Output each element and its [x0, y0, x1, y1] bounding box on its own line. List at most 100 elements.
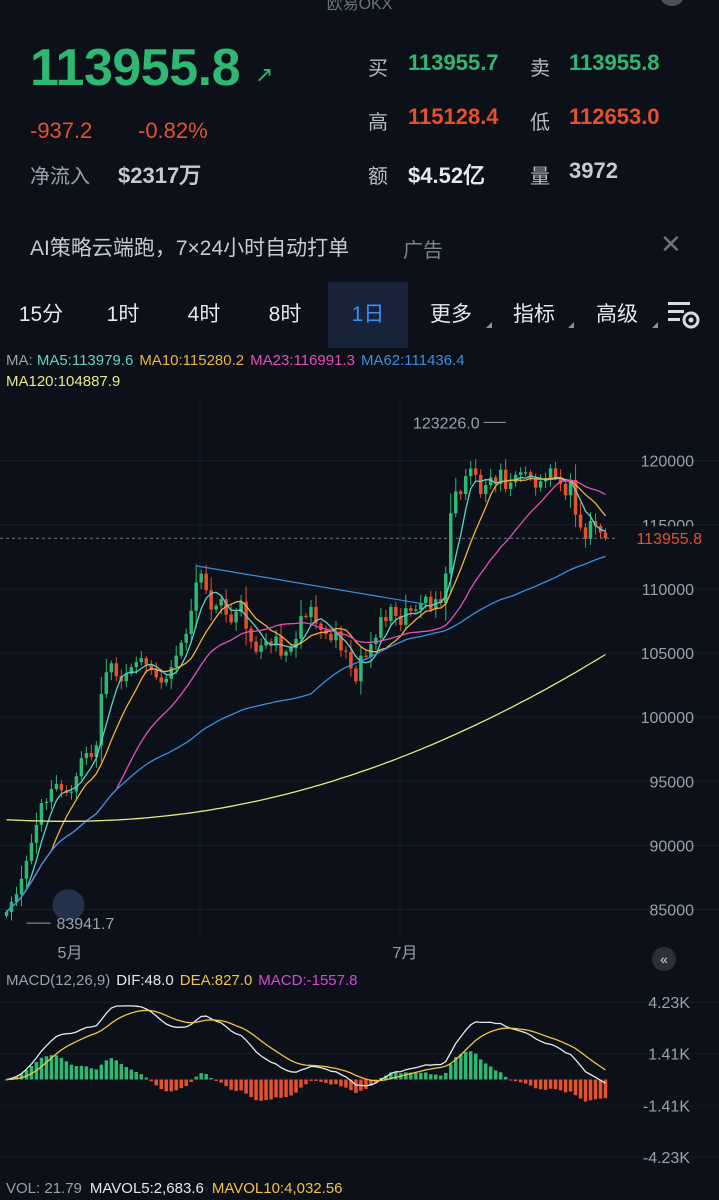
- candle: [214, 605, 218, 610]
- candle: [184, 633, 188, 643]
- macd-bar: [578, 1079, 583, 1099]
- volume-legend-item: VOL: 21.79: [6, 1180, 82, 1197]
- tab-4h[interactable]: 4时: [166, 282, 242, 348]
- chevron-left-icon[interactable]: «: [652, 947, 676, 971]
- tab-8h[interactable]: 8时: [248, 282, 322, 348]
- macd-bar: [89, 1068, 94, 1080]
- candle: [189, 610, 193, 634]
- macd-bar: [29, 1065, 34, 1080]
- dropdown-caret-icon: [486, 322, 492, 328]
- tab-1h[interactable]: 1时: [86, 282, 160, 348]
- candle: [543, 479, 548, 482]
- last-price: 113955.8: [30, 39, 241, 97]
- macd-bar: [468, 1051, 473, 1080]
- macd-bar: [189, 1079, 193, 1083]
- profile-icon[interactable]: [660, 0, 684, 6]
- tab-15m[interactable]: 15分: [2, 282, 80, 348]
- ad-banner-text[interactable]: AI策略云端跑，7×24小时自动打单: [30, 237, 350, 260]
- macd-bar: [473, 1053, 478, 1080]
- tab-indicators[interactable]: 指标: [496, 282, 574, 348]
- macd-bar: [528, 1079, 533, 1086]
- macd-bar: [159, 1079, 163, 1090]
- ma-legend-item: MA62:111436.4: [360, 352, 465, 369]
- candle: [259, 645, 263, 652]
- macd-bar: [59, 1057, 64, 1080]
- close-icon[interactable]: ✕: [660, 229, 682, 259]
- candle: [84, 753, 89, 759]
- crosshair-handle-icon[interactable]: [52, 889, 85, 922]
- candle: [503, 469, 508, 489]
- candle: [588, 520, 593, 539]
- candle: [19, 878, 24, 895]
- tab-more[interactable]: 更多: [412, 282, 492, 348]
- candle: [369, 644, 373, 657]
- macd-bar: [204, 1073, 208, 1080]
- candle: [209, 590, 213, 610]
- macd-bar: [573, 1079, 578, 1096]
- candle: [239, 601, 243, 613]
- candle: [454, 491, 458, 514]
- candle: [294, 638, 298, 648]
- macd-chart[interactable]: 4.23K 1.41K -1.41K -4.23K: [0, 990, 719, 1175]
- macd-bar: [14, 1076, 19, 1080]
- candle: [593, 520, 598, 527]
- tab-label: 更多: [430, 303, 472, 326]
- candle: [219, 599, 223, 606]
- net-inflow-label: 净流入: [30, 166, 90, 188]
- macd-bar: [553, 1079, 558, 1090]
- chart-settings-icon[interactable]: [664, 298, 704, 332]
- macd-bar: [214, 1079, 218, 1081]
- macd-bar: [339, 1079, 343, 1087]
- stat-value: $4.52亿: [408, 163, 486, 188]
- stat-label: 额: [368, 166, 388, 188]
- candle: [29, 842, 34, 861]
- macd-bar: [513, 1079, 518, 1082]
- macd-bar: [134, 1071, 139, 1080]
- macd-bar: [209, 1078, 213, 1080]
- stat-label: 低: [530, 112, 550, 134]
- candle: [558, 477, 563, 484]
- candle: [553, 468, 558, 478]
- candle: [394, 606, 398, 616]
- macd-bar: [179, 1079, 183, 1089]
- candle: [409, 608, 413, 611]
- ma-legend: MA: MA5:113979.6 MA10:115280.2 MA23:116991…: [6, 352, 471, 369]
- price-change: -937.2: [30, 118, 93, 143]
- current-price-tag: 113955.8: [636, 531, 702, 548]
- candle: [129, 667, 134, 674]
- macd-bar: [194, 1076, 198, 1080]
- macd-bar: [558, 1079, 563, 1091]
- macd-bar: [74, 1066, 79, 1080]
- macd-bar: [548, 1079, 553, 1089]
- candle: [54, 783, 59, 789]
- macd-bar: [234, 1079, 238, 1091]
- candle: [583, 527, 588, 539]
- y-tick-label: 105000: [641, 646, 694, 663]
- candle: [488, 477, 493, 486]
- macd-bar: [458, 1054, 463, 1080]
- candlestick-chart[interactable]: 1200001150001100001050001000009500090000…: [0, 395, 719, 960]
- macd-bar: [44, 1056, 49, 1080]
- tab-label: 高级: [596, 303, 638, 326]
- candle: [204, 573, 208, 591]
- macd-bar: [19, 1073, 24, 1080]
- macd-legend: MACD(12,26,9) DIF:48.0 DEA:827.0 MACD:-1557…: [6, 972, 364, 989]
- tab-advanced[interactable]: 高级: [578, 282, 658, 348]
- macd-bar: [224, 1079, 228, 1087]
- macd-bar: [334, 1079, 338, 1085]
- candle: [404, 608, 408, 625]
- trend-line[interactable]: [196, 565, 426, 605]
- macd-bar: [493, 1070, 498, 1080]
- macd-bar: [314, 1079, 318, 1081]
- candle: [478, 474, 483, 495]
- dropdown-caret-icon: [568, 322, 574, 328]
- candle: [329, 633, 333, 641]
- candle: [114, 663, 119, 677]
- macd-bar: [39, 1057, 44, 1080]
- candle: [4, 912, 9, 916]
- x-tick-label: 7月: [393, 945, 418, 960]
- ma-legend-item: MA5:113979.6: [36, 352, 134, 369]
- tab-1d[interactable]: 1日: [328, 282, 408, 348]
- macd-bar: [149, 1079, 154, 1082]
- macd-title: MACD(12,26,9): [6, 972, 111, 989]
